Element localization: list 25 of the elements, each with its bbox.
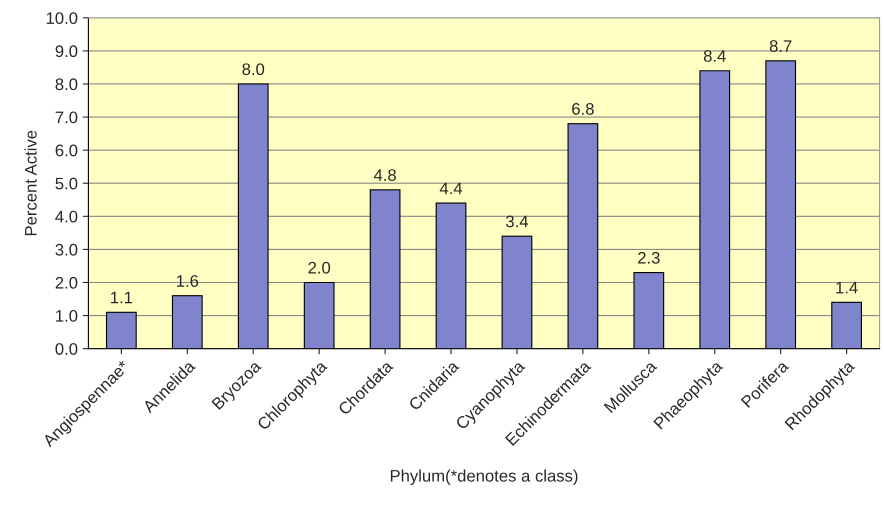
data-label: 3.4: [506, 216, 528, 228]
y-tick-label: 2.0: [56, 276, 78, 289]
data-label: 8.7: [770, 40, 792, 52]
y-tick-label: 8.0: [56, 78, 78, 90]
data-label: 6.8: [572, 103, 594, 115]
y-tick-label: 6.0: [56, 144, 78, 156]
data-label: 8.4: [704, 50, 726, 62]
y-tick-label: 0.0: [55, 343, 78, 355]
y-tick-label: 7.0: [56, 111, 78, 124]
data-label: 1.6: [176, 275, 198, 287]
y-axis-title: Percent Active: [24, 130, 37, 236]
data-label: 2.3: [638, 252, 660, 264]
data-label: 8.0: [242, 63, 264, 76]
y-tick-label: 5.0: [55, 178, 78, 190]
y-tick-label: 1.0: [56, 310, 78, 322]
y-tick-label: 9.0: [56, 45, 78, 58]
x-axis-title: Phylum(*denotes a class): [390, 469, 578, 485]
data-label: 2.0: [308, 262, 330, 274]
y-tick-label: 3.0: [55, 244, 78, 256]
y-tick-label: 10.0: [46, 12, 78, 24]
y-tick-label: 4.0: [55, 210, 78, 223]
data-label: 4.4: [440, 182, 462, 194]
data-label: 4.8: [374, 169, 396, 182]
data-label: 1.1: [111, 292, 132, 304]
data-label: 1.4: [836, 282, 858, 294]
